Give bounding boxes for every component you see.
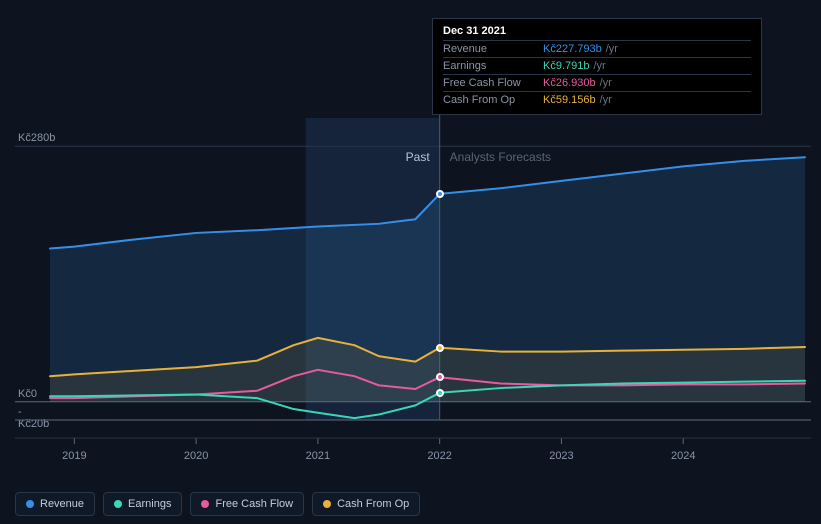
legend-dot-icon: [26, 500, 34, 508]
x-axis-label: 2020: [184, 450, 208, 462]
tooltip-row-unit: /yr: [600, 77, 612, 89]
legend-item[interactable]: Free Cash Flow: [190, 492, 304, 516]
tooltip-row-value: Kč26.930b: [543, 77, 596, 89]
tooltip-row-unit: /yr: [600, 94, 612, 106]
tooltip-row-value: Kč9.791b: [543, 60, 589, 72]
hover-marker: [436, 373, 444, 381]
legend-dot-icon: [323, 500, 331, 508]
legend-item[interactable]: Earnings: [103, 492, 182, 516]
tooltip-date: Dec 31 2021: [443, 25, 751, 37]
tooltip-row: Free Cash FlowKč26.930b/yr: [443, 74, 751, 91]
tooltip-row-label: Revenue: [443, 43, 543, 55]
hover-marker: [436, 389, 444, 397]
tooltip-row-value: Kč59.156b: [543, 94, 596, 106]
tooltip-row-unit: /yr: [593, 60, 605, 72]
legend-dot-icon: [114, 500, 122, 508]
x-axis-label: 2019: [62, 450, 86, 462]
tooltip-row: EarningsKč9.791b/yr: [443, 57, 751, 74]
legend-item-label: Revenue: [40, 498, 84, 510]
x-axis-label: 2022: [427, 450, 451, 462]
tooltip-row: Cash From OpKč59.156b/yr: [443, 91, 751, 108]
legend-item-label: Cash From Op: [337, 498, 409, 510]
chart-legend: Revenue Earnings Free Cash Flow Cash From O…: [15, 492, 420, 516]
x-axis-label: 2021: [306, 450, 330, 462]
financials-chart: Kč280bKč0-Kč20b Past Analysts Forecasts …: [0, 0, 821, 524]
tooltip-row-label: Free Cash Flow: [443, 77, 543, 89]
hover-tooltip: Dec 31 2021 RevenueKč227.793b/yrEarnings…: [432, 18, 762, 115]
x-axis-label: 2024: [671, 450, 695, 462]
x-axis-label: 2023: [549, 450, 573, 462]
legend-item[interactable]: Cash From Op: [312, 492, 420, 516]
legend-item-label: Earnings: [128, 498, 171, 510]
legend-dot-icon: [201, 500, 209, 508]
tooltip-row: RevenueKč227.793b/yr: [443, 40, 751, 57]
tooltip-row-label: Cash From Op: [443, 94, 543, 106]
hover-marker: [436, 344, 444, 352]
tooltip-row-value: Kč227.793b: [543, 43, 602, 55]
hover-marker: [436, 190, 444, 198]
tooltip-row-unit: /yr: [606, 43, 618, 55]
legend-item[interactable]: Revenue: [15, 492, 95, 516]
tooltip-row-label: Earnings: [443, 60, 543, 72]
legend-item-label: Free Cash Flow: [215, 498, 293, 510]
